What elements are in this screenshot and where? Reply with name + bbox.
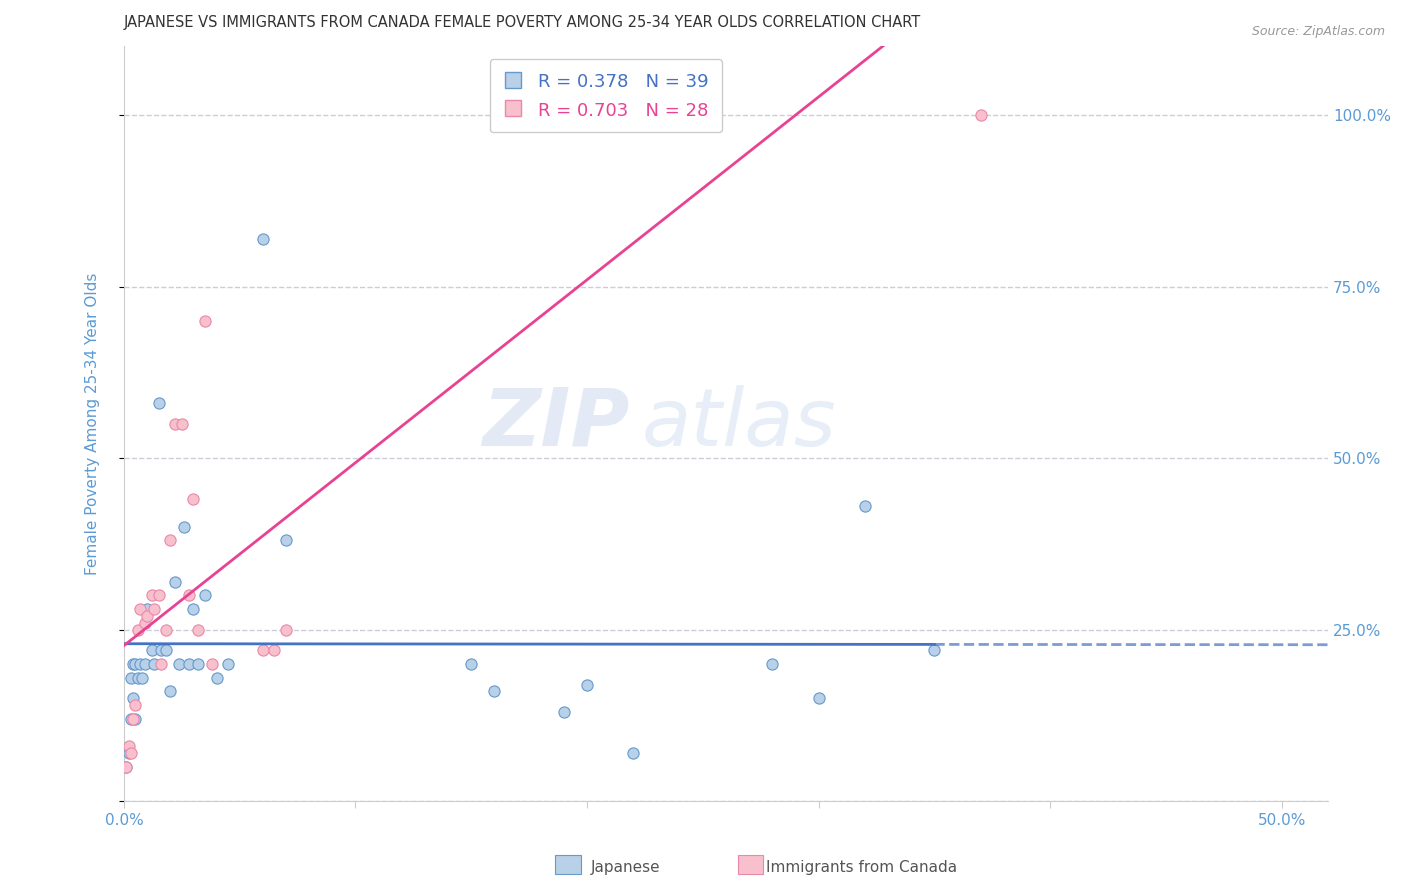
Point [122, 657, 145, 671]
Point [263, 643, 285, 657]
Point [143, 657, 166, 671]
Point [761, 657, 783, 671]
Point [120, 746, 142, 760]
Point [141, 643, 163, 657]
Point [115, 760, 138, 774]
Point [115, 760, 138, 774]
Point [148, 396, 170, 410]
Point [122, 691, 145, 706]
Text: JAPANESE VS IMMIGRANTS FROM CANADA FEMALE POVERTY AMONG 25-34 YEAR OLDS CORRELAT: JAPANESE VS IMMIGRANTS FROM CANADA FEMAL… [124, 15, 921, 30]
Point [252, 231, 274, 245]
Point [127, 623, 149, 637]
Point [134, 615, 156, 630]
Point [155, 643, 177, 657]
Point [124, 698, 146, 712]
Point [141, 588, 163, 602]
Point [120, 671, 142, 685]
Point [621, 746, 644, 760]
Point [576, 677, 599, 691]
Text: Immigrants from Canada: Immigrants from Canada [766, 860, 957, 874]
Point [201, 657, 224, 671]
Point [252, 643, 274, 657]
Point [149, 657, 172, 671]
Point [853, 499, 876, 513]
Point [187, 657, 209, 671]
Legend: R = 0.378   N = 39, R = 0.703   N = 28: R = 0.378 N = 39, R = 0.703 N = 28 [489, 59, 721, 132]
Point [120, 712, 142, 726]
Text: atlas: atlas [641, 384, 837, 463]
Point [129, 657, 152, 671]
Point [621, 108, 644, 122]
Point [484, 684, 506, 698]
Point [127, 671, 149, 685]
Point [274, 623, 297, 637]
Point [924, 643, 946, 657]
Point [148, 588, 170, 602]
Point [183, 602, 205, 616]
Point [163, 417, 186, 431]
Point [136, 602, 159, 616]
Point [117, 739, 139, 754]
Point [177, 657, 200, 671]
Point [177, 588, 200, 602]
Point [129, 602, 152, 616]
Point [134, 657, 156, 671]
Point [187, 623, 209, 637]
Point [553, 705, 575, 719]
Point [149, 643, 172, 657]
Point [194, 588, 217, 602]
Point [136, 608, 159, 623]
Point [807, 691, 830, 706]
Point [274, 533, 297, 548]
Point [131, 671, 153, 685]
Point [460, 657, 482, 671]
Point [183, 492, 205, 507]
Point [117, 746, 139, 760]
Y-axis label: Female Poverty Among 25-34 Year Olds: Female Poverty Among 25-34 Year Olds [86, 273, 100, 575]
Point [122, 712, 145, 726]
Point [124, 712, 146, 726]
Point [173, 519, 195, 533]
Point [576, 108, 599, 122]
Point [205, 671, 228, 685]
Point [124, 657, 146, 671]
Point [169, 657, 191, 671]
Point [194, 314, 217, 328]
Point [159, 684, 181, 698]
Point [159, 533, 181, 548]
Text: ZIP: ZIP [482, 384, 630, 463]
Text: Japanese: Japanese [591, 860, 661, 874]
Text: Source: ZipAtlas.com: Source: ZipAtlas.com [1251, 25, 1385, 38]
Point [143, 602, 166, 616]
Point [163, 574, 186, 589]
Point [217, 657, 239, 671]
Point [170, 417, 193, 431]
Point [970, 108, 993, 122]
Point [155, 623, 177, 637]
